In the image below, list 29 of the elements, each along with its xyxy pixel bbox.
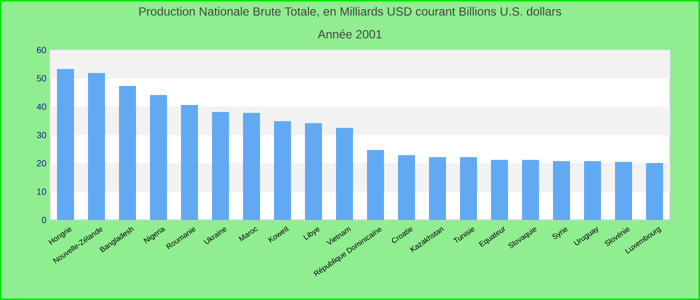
bar: [553, 161, 570, 220]
bar: [646, 163, 664, 220]
chart-subtitle: Année 2001: [318, 30, 382, 38]
bar: [367, 150, 384, 220]
bar: [274, 121, 292, 220]
y-tick-label: 0: [42, 216, 46, 224]
bar: [88, 72, 106, 220]
bar: [212, 112, 230, 220]
bar: [491, 160, 508, 220]
bar: [522, 160, 540, 220]
bar: [336, 128, 354, 220]
y-tick-label: 20: [36, 160, 46, 167]
y-tick-label: 40: [36, 103, 46, 110]
bar: [460, 157, 478, 220]
bar: [398, 155, 416, 220]
y-tick-label: 60: [36, 46, 46, 54]
bar: [150, 95, 168, 220]
y-tick-label: 10: [37, 188, 46, 195]
bar: [57, 68, 74, 220]
bar: [615, 162, 632, 220]
bar: [243, 112, 260, 220]
bar: [181, 104, 198, 220]
y-tick-label: 30: [36, 132, 46, 138]
y-tick-label: 50: [36, 75, 46, 82]
bar: [429, 157, 446, 220]
chart-title: Production Nationale Brute Totale, en Milliards USD courant Billions U.S. dollars: [139, 6, 562, 18]
bar: [119, 86, 136, 220]
bar: [584, 161, 602, 220]
bar: [305, 123, 322, 220]
